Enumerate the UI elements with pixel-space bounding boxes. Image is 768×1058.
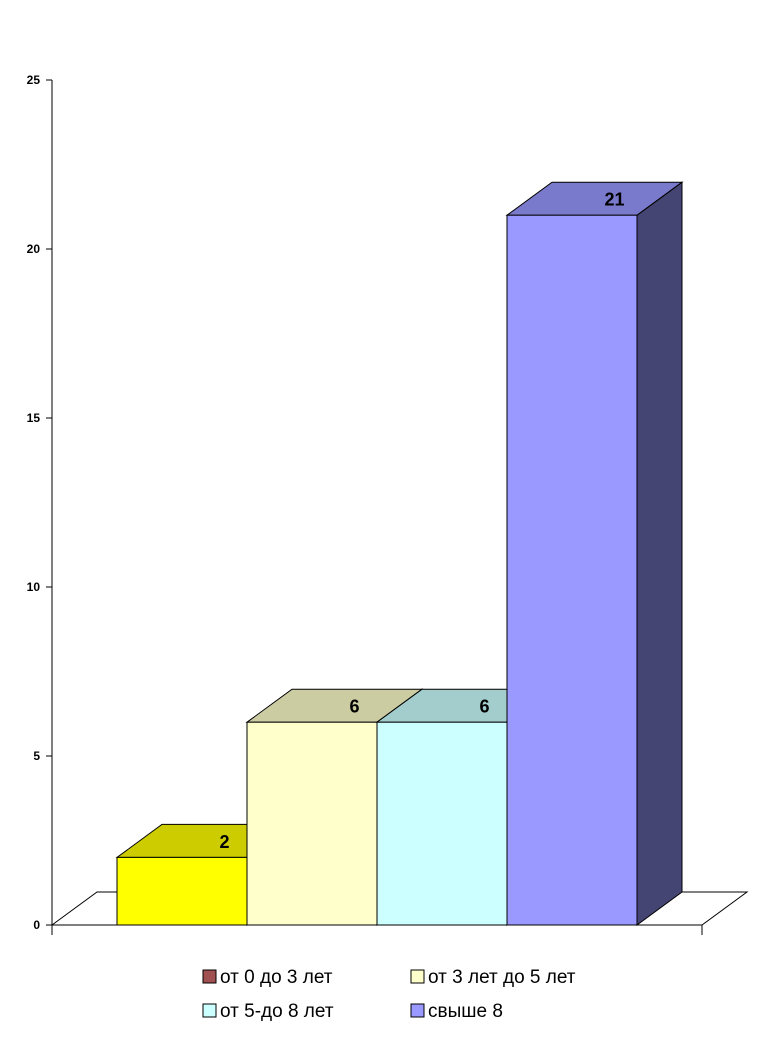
- legend-label: от 0 до 3 лет: [220, 967, 333, 988]
- y-tick-label: 25: [27, 73, 41, 87]
- legend-swatch: [202, 969, 217, 984]
- bar-side: [636, 181, 683, 926]
- y-tick-label: 5: [33, 749, 40, 763]
- y-tick-label: 20: [27, 242, 41, 256]
- legend-label: от 3 лет до 5 лет: [428, 967, 576, 988]
- legend-label: от 5-до 8 лет: [220, 1001, 334, 1022]
- bar: [376, 721, 508, 926]
- data-label: 2: [219, 832, 229, 852]
- legend-swatch: [410, 969, 425, 984]
- data-label: 21: [604, 190, 624, 210]
- bar: [116, 856, 248, 926]
- data-label: 6: [479, 697, 489, 717]
- bar: [246, 721, 378, 926]
- y-tick-label: 10: [27, 580, 41, 594]
- legend-swatch: [202, 1003, 217, 1018]
- legend-swatch: [410, 1003, 425, 1018]
- bar: [506, 214, 638, 926]
- data-label: 6: [349, 697, 359, 717]
- y-tick-label: 0: [33, 918, 40, 932]
- y-tick-label: 15: [27, 411, 41, 425]
- legend-label: свыше 8: [428, 1001, 503, 1022]
